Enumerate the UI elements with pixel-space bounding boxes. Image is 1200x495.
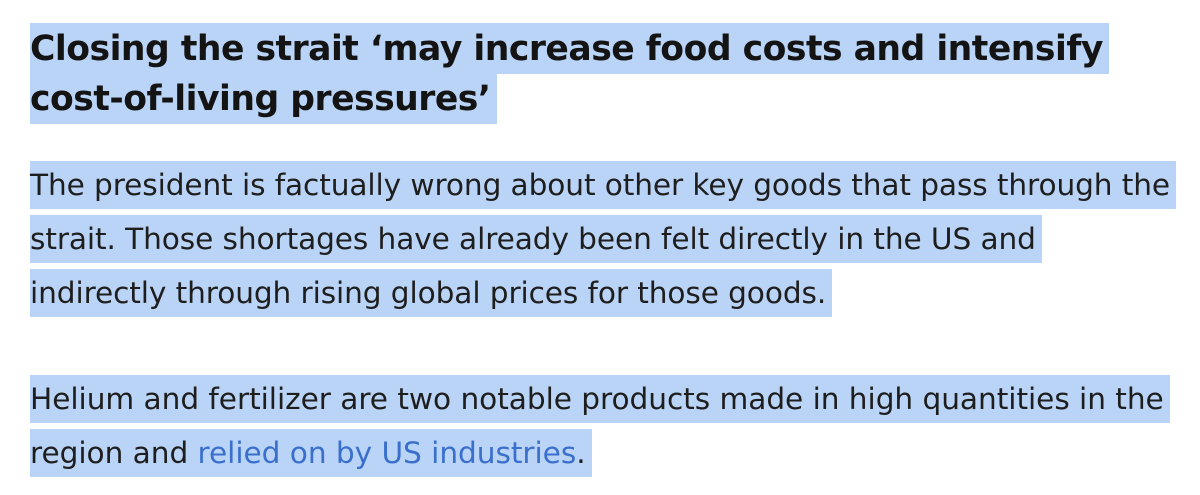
paragraph-helium-fertilizer: Helium and fertilizer are two notable pr…	[30, 372, 1180, 480]
paragraph-helium-fertilizer-text: Helium and fertilizer are two notable pr…	[30, 382, 1164, 470]
us-industries-link[interactable]: relied on by US industries	[197, 436, 577, 470]
paragraph-helium-fertilizer-highlight: Helium and fertilizer are two notable pr…	[30, 375, 1170, 477]
section-heading: Closing the strait ‘may increase food co…	[30, 23, 1180, 124]
paragraph-goods-shortages-text: The president is factually wrong about o…	[30, 161, 1177, 317]
section-heading-text: Closing the strait ‘may increase food co…	[30, 23, 1109, 124]
paragraph-goods-shortages: The president is factually wrong about o…	[30, 158, 1180, 320]
article-excerpt: Closing the strait ‘may increase food co…	[30, 0, 1180, 480]
paragraph-helium-fertilizer-end: .	[576, 436, 586, 470]
